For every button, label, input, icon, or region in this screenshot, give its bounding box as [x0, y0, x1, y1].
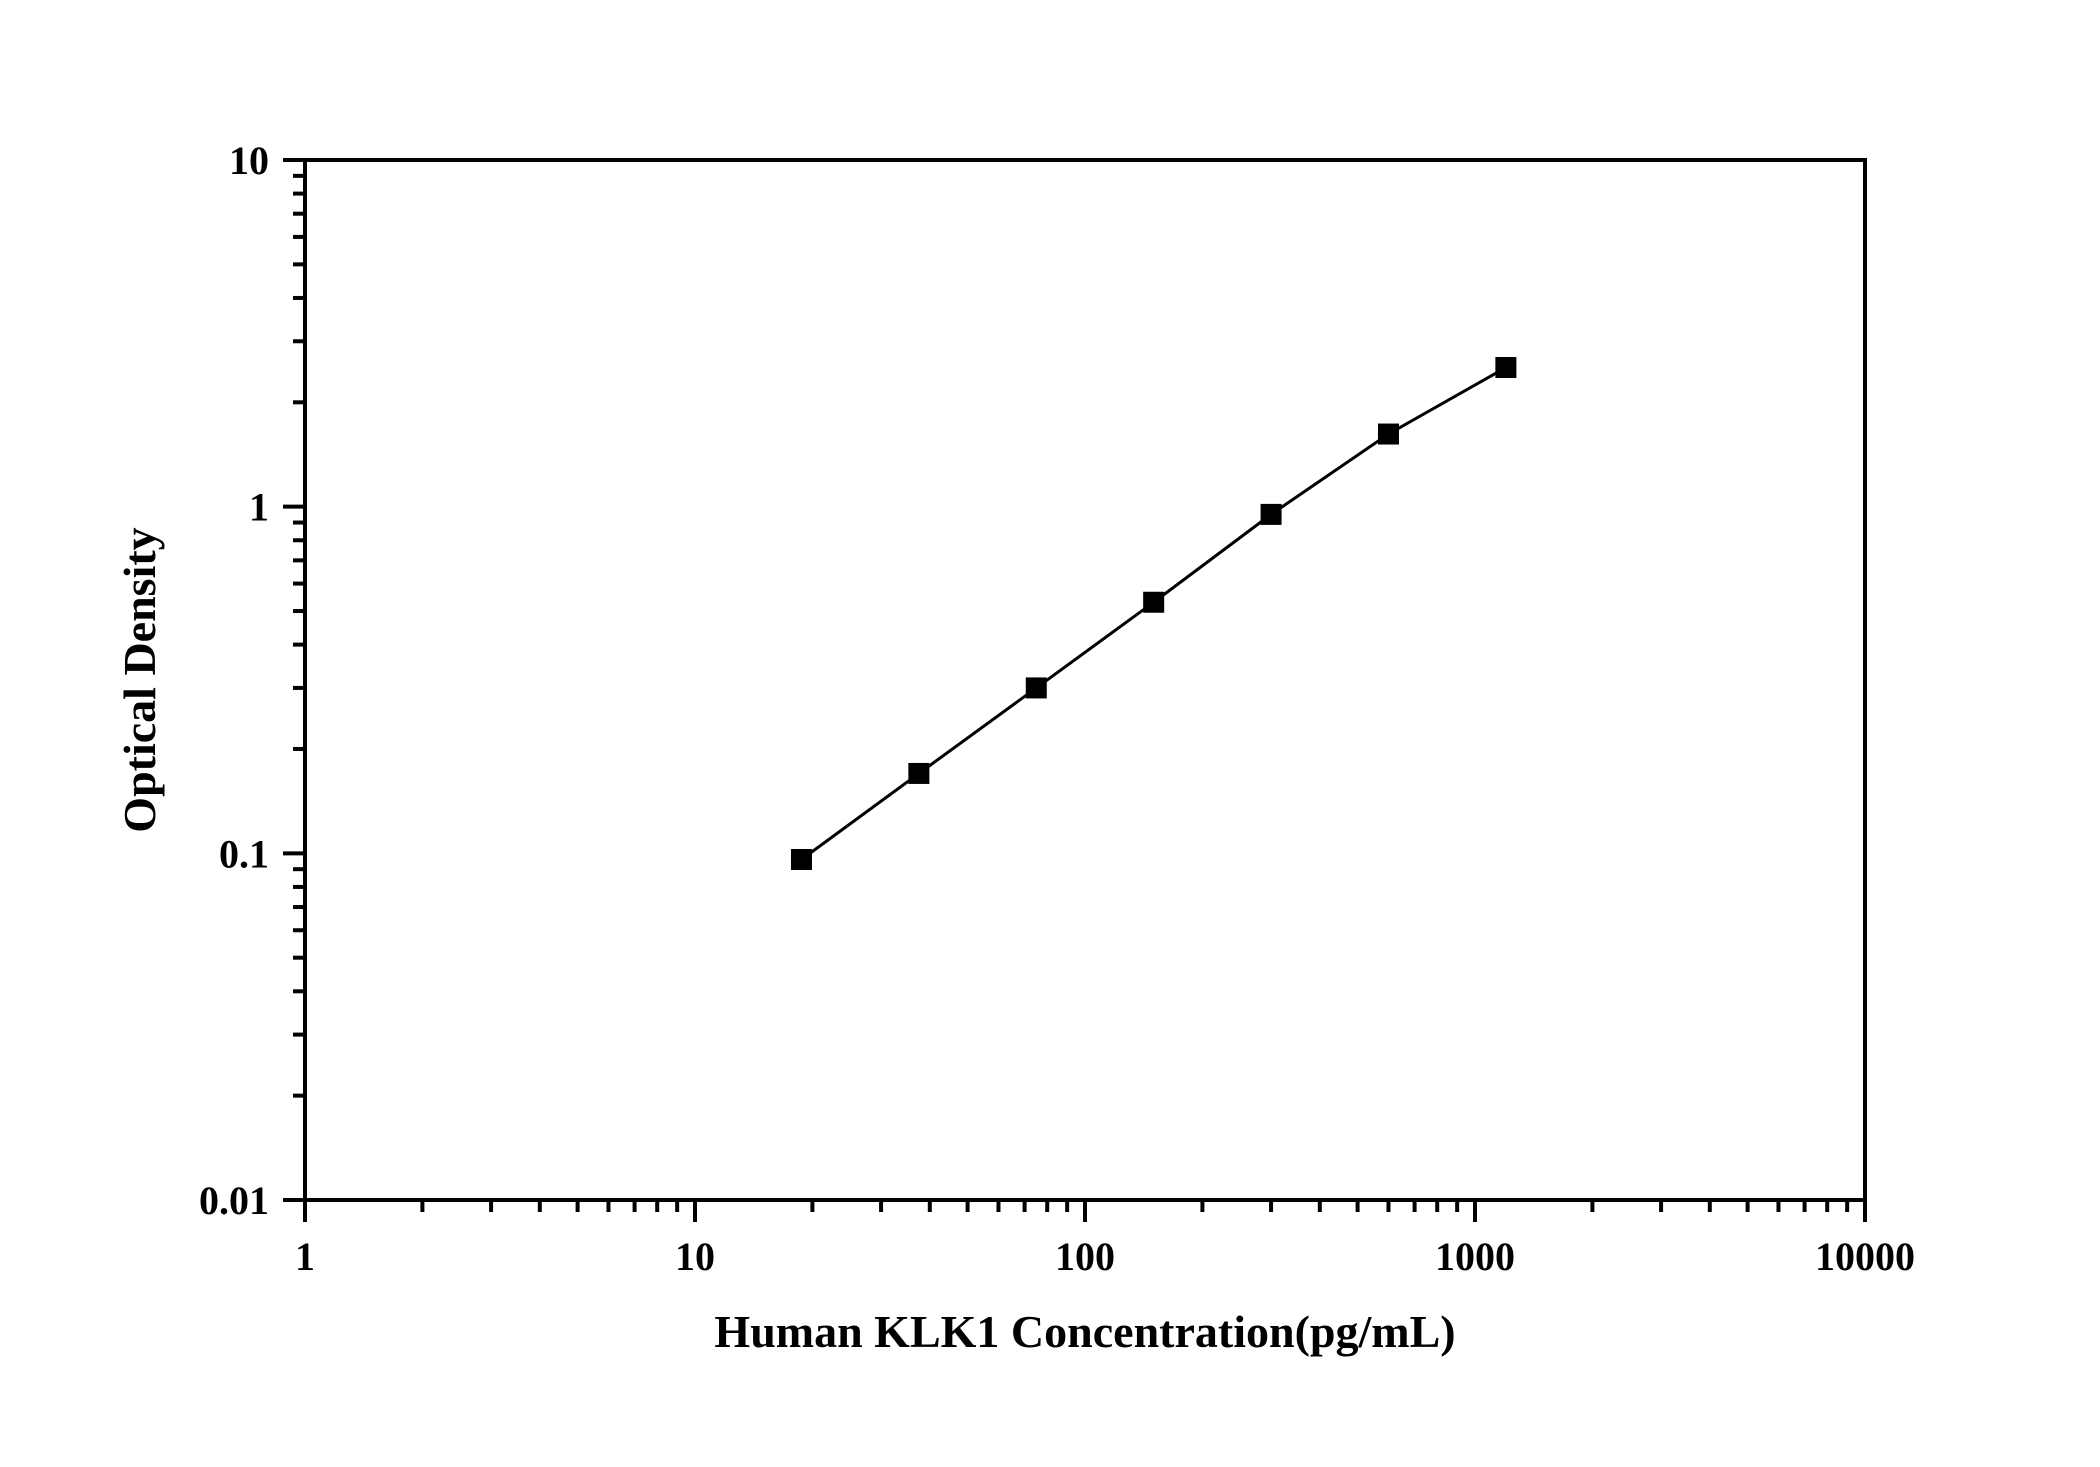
series-line	[801, 368, 1505, 860]
y-axis-label: Optical Density	[114, 527, 165, 832]
x-tick-label: 10000	[1815, 1234, 1915, 1279]
plot-area	[305, 160, 1865, 1200]
chart-svg: 1 10 100 1000 10000 Human KLK1 Concentration(…	[0, 0, 2100, 1467]
x-tick-label: 100	[1055, 1234, 1115, 1279]
series-marker	[791, 849, 811, 869]
series-marker	[1261, 504, 1281, 524]
series-marker	[1378, 424, 1398, 444]
series-marker	[1144, 592, 1164, 612]
x-tick-label: 1	[295, 1234, 315, 1279]
y-tick-label: 0.01	[199, 1178, 269, 1223]
series-marker	[909, 763, 929, 783]
series-marker	[1026, 678, 1046, 698]
y-tick-label: 0.1	[219, 831, 269, 876]
series-marker	[1496, 358, 1516, 378]
x-axis-label: Human KLK1 Concentration(pg/mL)	[714, 1306, 1455, 1357]
y-tick-label: 10	[229, 138, 269, 183]
y-tick-label: 1	[249, 485, 269, 530]
x-tick-label: 10	[675, 1234, 715, 1279]
chart-container: 1 10 100 1000 10000 Human KLK1 Concentration(…	[0, 0, 2100, 1467]
x-tick-label: 1000	[1435, 1234, 1515, 1279]
